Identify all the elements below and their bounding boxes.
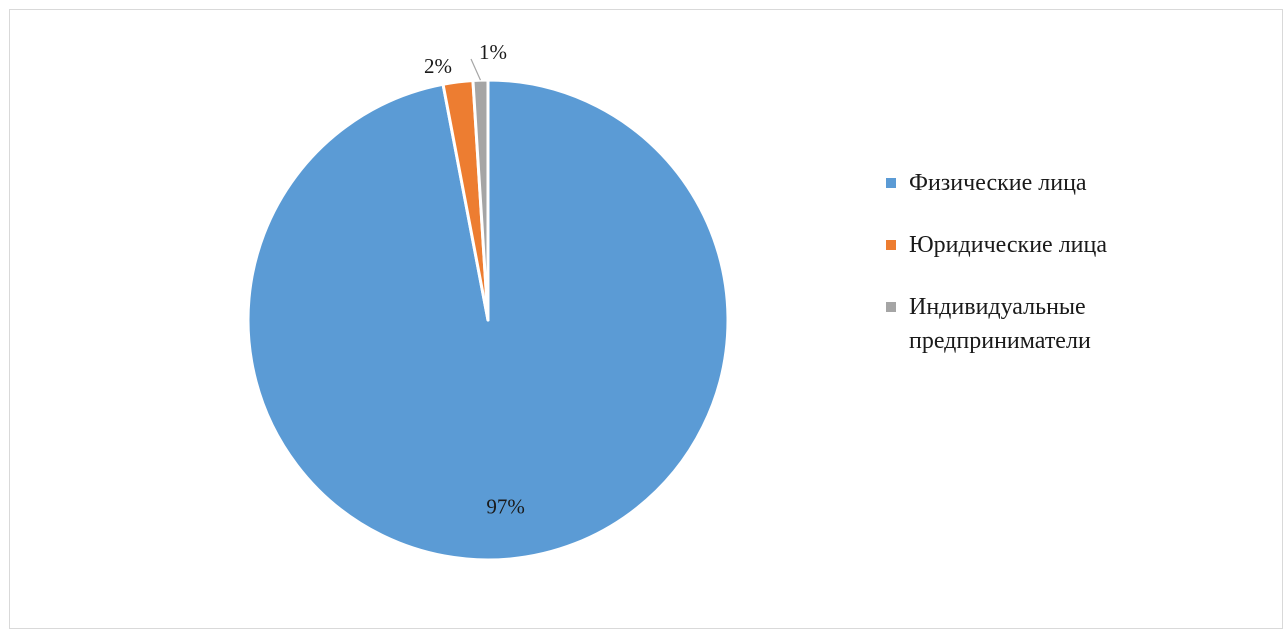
legend-label: Физические лица (909, 170, 1087, 196)
legend: Физические лица Юридические лица Индивид… (886, 166, 1216, 358)
legend-marker (886, 178, 896, 188)
legend-item-individuals: Физические лица (886, 166, 1216, 200)
legend-item-entrepreneurs: Индивидуальные предприниматели (886, 290, 1216, 358)
legend-label: Индивидуальные предприниматели (909, 294, 1091, 354)
leader-line (470, 58, 482, 81)
data-label-individuals: 97% (486, 494, 525, 518)
data-label-entrepreneurs: 1% (479, 40, 507, 64)
pie-slices (246, 78, 730, 562)
legend-label: Юридические лица (909, 232, 1108, 258)
legend-item-legal-entities: Юридические лица (886, 228, 1216, 262)
data-labels: 97% 2% 1% (424, 40, 525, 518)
data-label-legal-entities: 2% (424, 54, 452, 78)
legend-marker (886, 240, 896, 250)
legend-marker (886, 302, 896, 312)
